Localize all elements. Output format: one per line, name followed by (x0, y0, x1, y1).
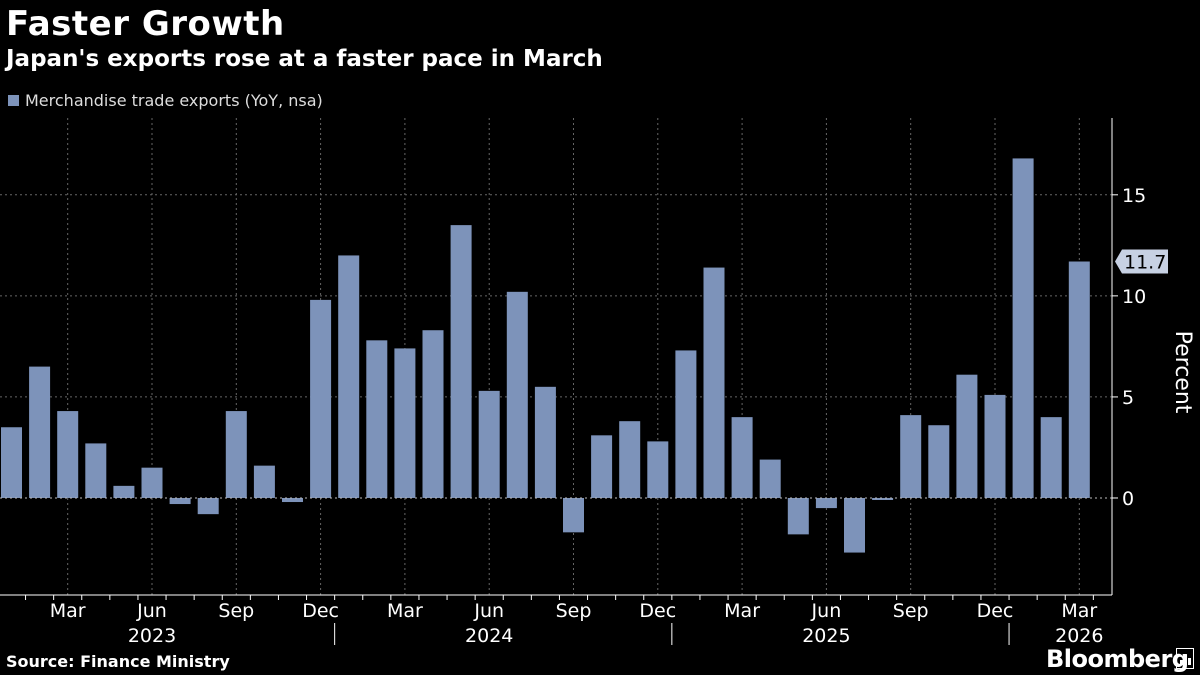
bar (619, 421, 641, 498)
year-label: 2023 (128, 625, 176, 647)
x-tick-label: Mar (387, 600, 423, 622)
x-tick-label: Mar (50, 600, 86, 622)
year-label: 2026 (1055, 625, 1103, 647)
year-label: 2024 (465, 625, 513, 647)
bar (956, 374, 978, 498)
source-note: Source: Finance Ministry (6, 652, 230, 671)
bar (422, 330, 444, 498)
legend: Merchandise trade exports (YoY, nsa) (8, 91, 323, 110)
x-tick-label: Mar (1061, 600, 1097, 622)
y-tick-label: 10 (1122, 286, 1146, 308)
bar (1040, 417, 1062, 498)
chart-title: Faster Growth (6, 4, 285, 44)
bar (141, 467, 163, 498)
bar (1, 427, 22, 498)
bar (900, 415, 922, 498)
y-tick-label: 5 (1122, 387, 1134, 409)
bar (282, 497, 303, 503)
bar (647, 441, 669, 498)
bar (928, 425, 950, 498)
x-tick-label: Dec (977, 600, 1014, 622)
bar (29, 366, 51, 498)
bar (703, 267, 725, 498)
bar (787, 497, 809, 535)
bar (844, 497, 865, 553)
callout-box (1115, 249, 1168, 274)
bar (872, 497, 894, 501)
x-tick-label: Jun (136, 600, 167, 622)
x-tick-label: Mar (724, 600, 760, 622)
bar (478, 390, 500, 498)
bar (1012, 158, 1034, 498)
bar (169, 497, 191, 505)
y-tick-label: 0 (1122, 488, 1134, 510)
y-tick-label: 15 (1122, 185, 1146, 207)
x-tick-label: Sep (893, 600, 929, 622)
bar (1068, 261, 1090, 498)
callout-label: 11.7 (1124, 252, 1166, 274)
x-tick-label: Jun (811, 600, 842, 622)
x-tick-label: Sep (556, 600, 592, 622)
bar (450, 225, 472, 498)
bar (759, 459, 781, 498)
legend-swatch (8, 95, 19, 106)
bar (197, 497, 219, 515)
bar (310, 299, 332, 498)
bar (591, 435, 613, 498)
bar (366, 340, 388, 498)
legend-label: Merchandise trade exports (YoY, nsa) (25, 91, 323, 110)
bar (815, 497, 837, 509)
x-tick-label: Dec (639, 600, 676, 622)
bar (534, 386, 556, 498)
bar (57, 411, 79, 498)
bar (253, 465, 275, 498)
y-axis-title: Percent (1170, 331, 1195, 414)
chart-subtitle: Japan's exports rose at a faster pace in… (6, 46, 603, 72)
year-label: 2025 (802, 625, 850, 647)
bar (675, 350, 697, 498)
bar (338, 255, 360, 498)
x-tick-label: Jun (473, 600, 504, 622)
bar (225, 411, 247, 498)
bar (506, 291, 528, 498)
x-tick-label: Dec (302, 600, 339, 622)
chart-icon (1176, 648, 1194, 669)
bar (731, 417, 753, 498)
bloomberg-logo: Bloomberg (1046, 645, 1189, 673)
bar (113, 485, 135, 498)
bar (563, 497, 584, 533)
x-tick-label: Sep (218, 600, 254, 622)
bar (394, 348, 416, 498)
bar (85, 443, 107, 498)
bar (984, 394, 1006, 498)
